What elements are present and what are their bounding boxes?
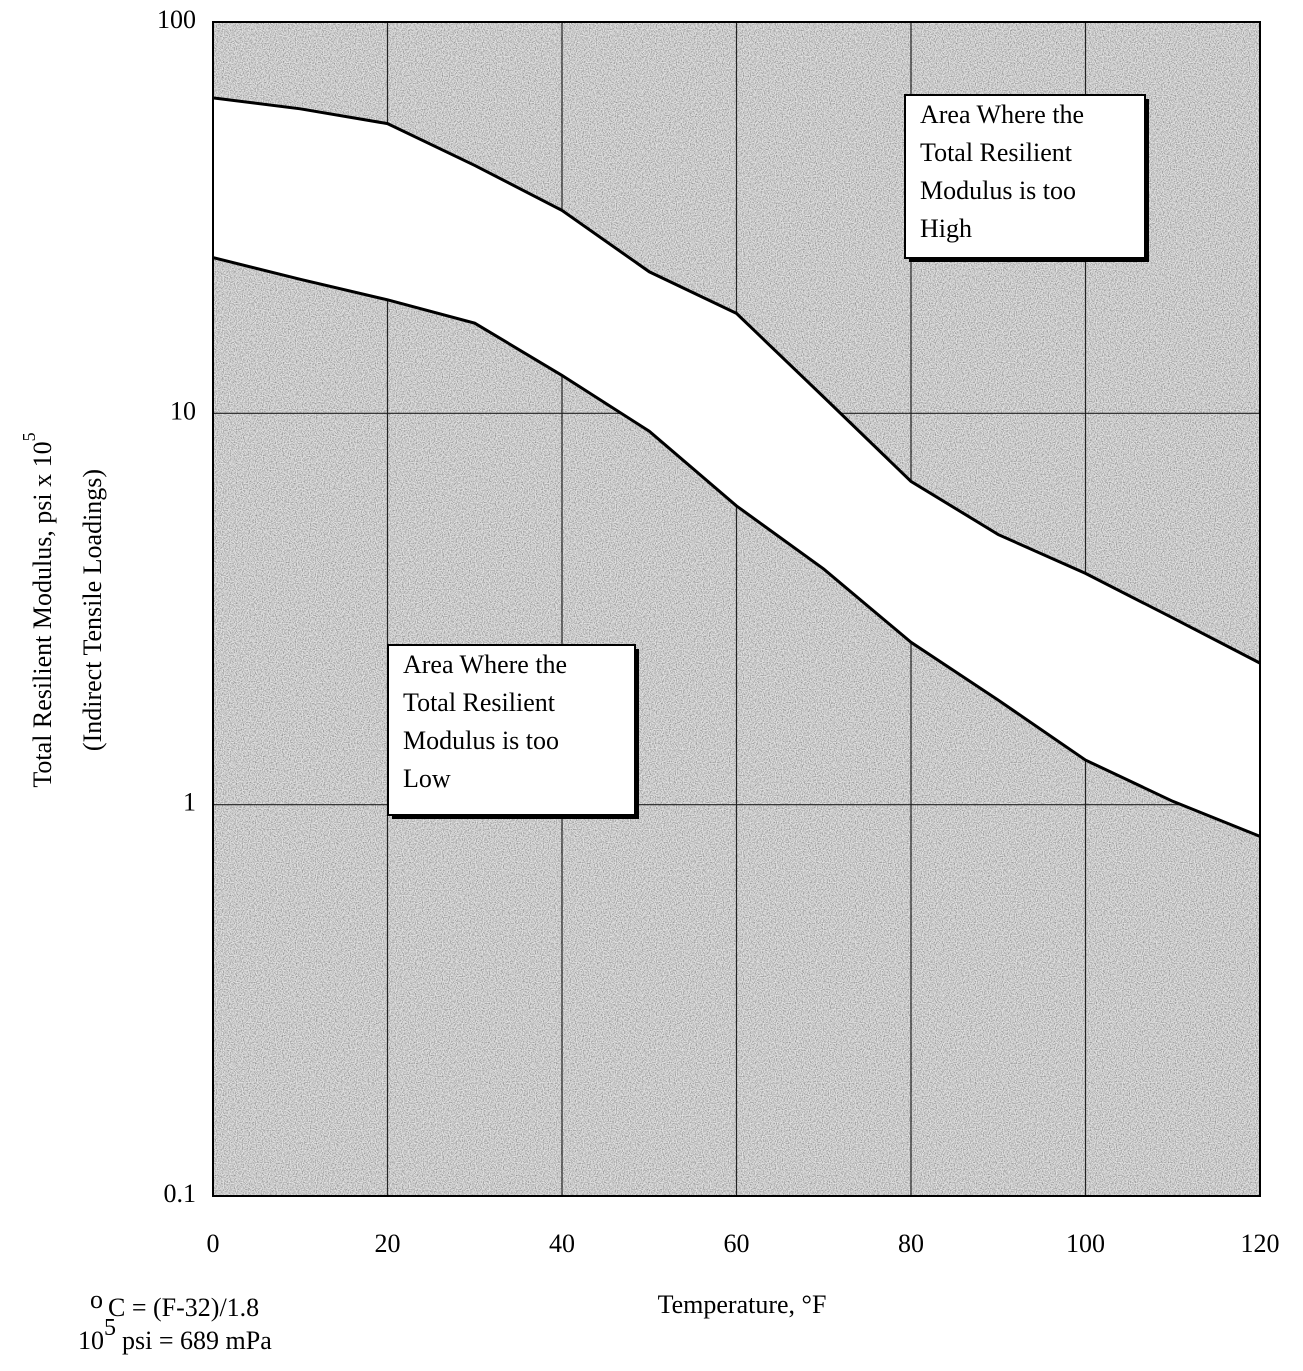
footnote: C = (F-32)/1.8	[108, 1293, 259, 1322]
curve	[212, 256, 1261, 838]
annotation-text: Area Where the	[920, 100, 1084, 129]
y-axis-label-line: (Indirect Tensile Loadings)	[78, 469, 107, 751]
x-tick-label: 40	[549, 1229, 575, 1258]
footnote: 105 psi = 689 mPa	[78, 1315, 272, 1355]
y-label-text: Total Resilient Modulus, psi x 10	[28, 441, 57, 787]
x-tick-label: 100	[1066, 1229, 1105, 1258]
annotation-text: High	[920, 214, 972, 243]
plot-frame	[212, 21, 1261, 1197]
y-label-exponent: 5	[19, 432, 39, 441]
annotation-box	[904, 94, 1146, 259]
annotation-text: Modulus is too	[403, 726, 559, 755]
y-tick-label: 10	[170, 396, 196, 425]
y-axis-label: Total Resilient Modulus, psi x 105 (Indi…	[19, 432, 107, 787]
x-tick-label: 20	[375, 1229, 401, 1258]
curve	[212, 96, 1261, 665]
footnote-base: 10	[78, 1326, 104, 1355]
band	[213, 97, 1260, 837]
annotation-text: Total Resilient	[920, 138, 1073, 167]
annotation-text: Modulus is too	[920, 176, 1076, 205]
footnote-degree: o	[90, 1285, 103, 1314]
y-tick-label: 100	[157, 5, 196, 34]
x-tick-label: 80	[898, 1229, 924, 1258]
x-tick-label: 120	[1241, 1229, 1280, 1258]
annotations: Area Where the Total Resilient Modulus is …	[387, 94, 1149, 819]
x-tick-label: 0	[207, 1229, 220, 1258]
y-tick-label: 1	[183, 788, 196, 817]
x-tick-label: 60	[724, 1229, 750, 1258]
footnote-exponent: 5	[104, 1315, 116, 1341]
y-axis-label-line: Total Resilient Modulus, psi x 105	[19, 432, 57, 787]
annotation-text: Area Where the	[403, 650, 567, 679]
ticks: 0 20 40 60 80 100 120 0.1 1 10 100	[157, 5, 1280, 1258]
footnote-text: psi = 689 mPa	[122, 1326, 272, 1355]
y-tick-label: 0.1	[164, 1179, 197, 1208]
x-axis-label: Temperature, °F	[658, 1290, 827, 1319]
annotation-text: Low	[403, 764, 451, 793]
annotation-box	[387, 644, 636, 816]
lines	[212, 96, 1261, 838]
annotation-text: Total Resilient	[403, 688, 556, 717]
